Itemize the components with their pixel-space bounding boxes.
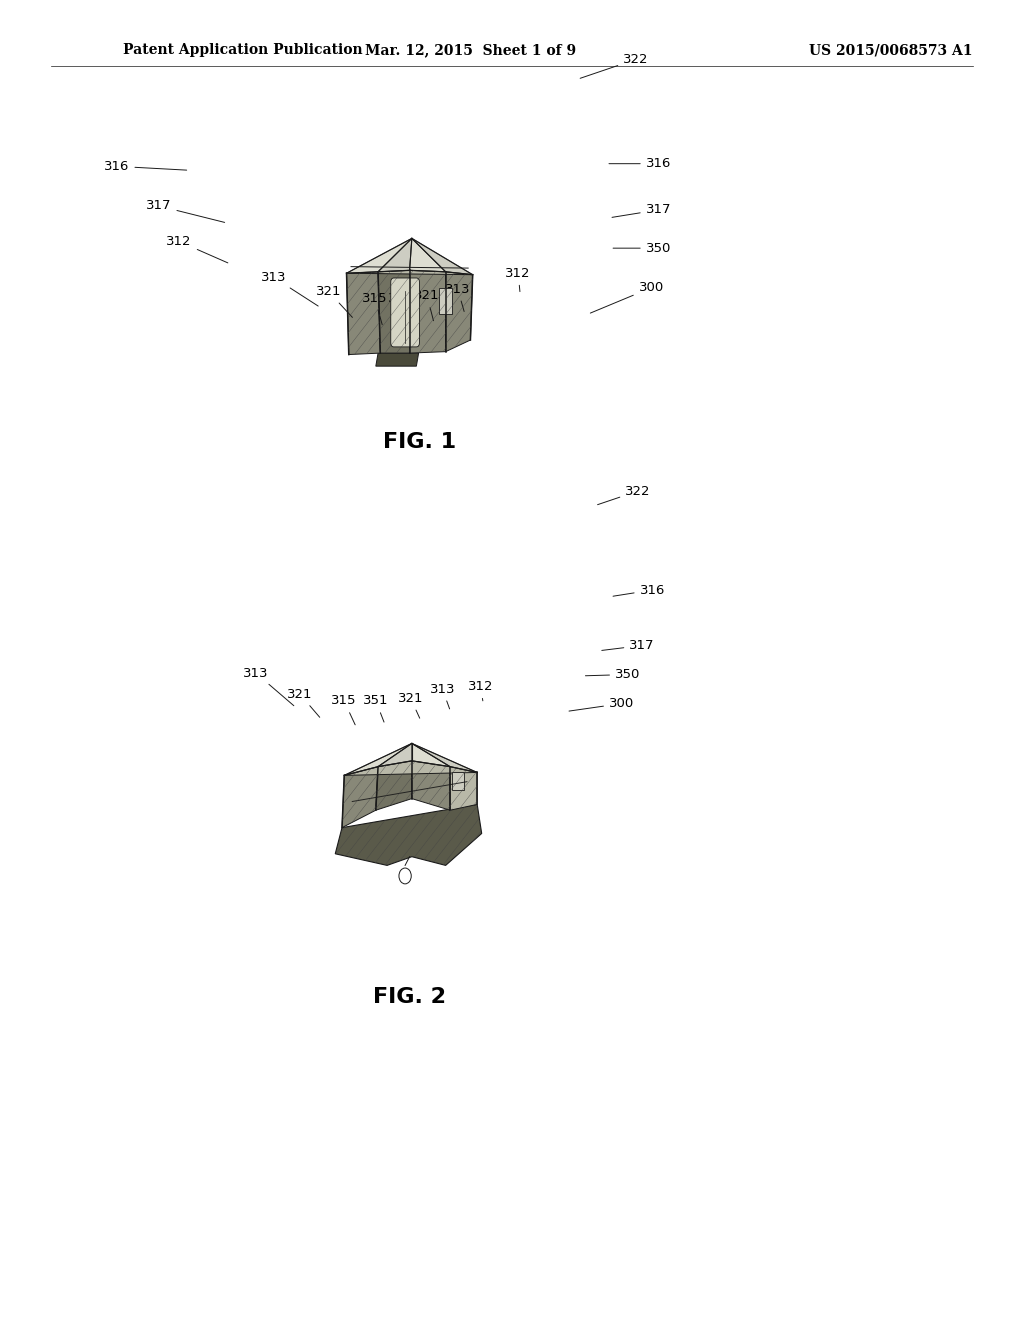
Polygon shape — [378, 271, 410, 352]
Text: 312: 312 — [506, 267, 530, 292]
Text: 316: 316 — [104, 160, 186, 173]
Polygon shape — [412, 743, 477, 772]
Text: 351: 351 — [364, 694, 388, 722]
Text: Patent Application Publication: Patent Application Publication — [123, 44, 362, 57]
Text: 312: 312 — [167, 235, 228, 263]
Text: 317: 317 — [146, 199, 224, 222]
Polygon shape — [445, 272, 473, 351]
Bar — [453, 772, 464, 789]
Text: 350: 350 — [613, 242, 671, 255]
Polygon shape — [412, 239, 473, 275]
Polygon shape — [346, 239, 412, 273]
Text: 313: 313 — [430, 682, 455, 709]
Polygon shape — [451, 767, 477, 810]
Polygon shape — [342, 767, 378, 828]
Text: 300: 300 — [569, 697, 634, 711]
Polygon shape — [344, 743, 412, 775]
Polygon shape — [346, 272, 380, 355]
Text: 317: 317 — [612, 203, 671, 218]
Text: 317: 317 — [602, 639, 654, 652]
Text: 322: 322 — [581, 53, 648, 78]
Polygon shape — [378, 239, 412, 272]
Polygon shape — [378, 743, 412, 767]
Text: 321: 321 — [415, 289, 439, 321]
Polygon shape — [410, 271, 445, 352]
Text: 350: 350 — [586, 668, 640, 681]
Text: FIG. 1: FIG. 1 — [383, 432, 457, 453]
Text: US 2015/0068573 A1: US 2015/0068573 A1 — [809, 44, 973, 57]
Polygon shape — [346, 271, 473, 275]
Text: 316: 316 — [609, 157, 671, 170]
Polygon shape — [335, 804, 481, 866]
Text: 316: 316 — [613, 583, 665, 597]
Text: 313: 313 — [244, 667, 294, 706]
Text: 315: 315 — [332, 694, 356, 725]
Polygon shape — [410, 239, 445, 272]
Text: 313: 313 — [261, 271, 318, 306]
Text: 315: 315 — [362, 292, 387, 325]
Polygon shape — [412, 760, 451, 810]
Text: 312: 312 — [468, 680, 493, 701]
Polygon shape — [376, 760, 412, 810]
Bar — [439, 288, 453, 314]
Polygon shape — [344, 760, 477, 775]
Text: 300: 300 — [591, 281, 664, 313]
Text: 321: 321 — [288, 688, 319, 717]
Text: 313: 313 — [445, 282, 470, 312]
Text: 351: 351 — [388, 292, 413, 325]
Text: FIG. 2: FIG. 2 — [373, 986, 446, 1007]
Polygon shape — [412, 743, 451, 767]
Polygon shape — [376, 352, 419, 366]
FancyBboxPatch shape — [391, 279, 420, 347]
Text: 322: 322 — [598, 484, 650, 504]
Text: 321: 321 — [316, 285, 352, 317]
Text: Mar. 12, 2015  Sheet 1 of 9: Mar. 12, 2015 Sheet 1 of 9 — [366, 44, 577, 57]
Text: 321: 321 — [398, 692, 423, 718]
